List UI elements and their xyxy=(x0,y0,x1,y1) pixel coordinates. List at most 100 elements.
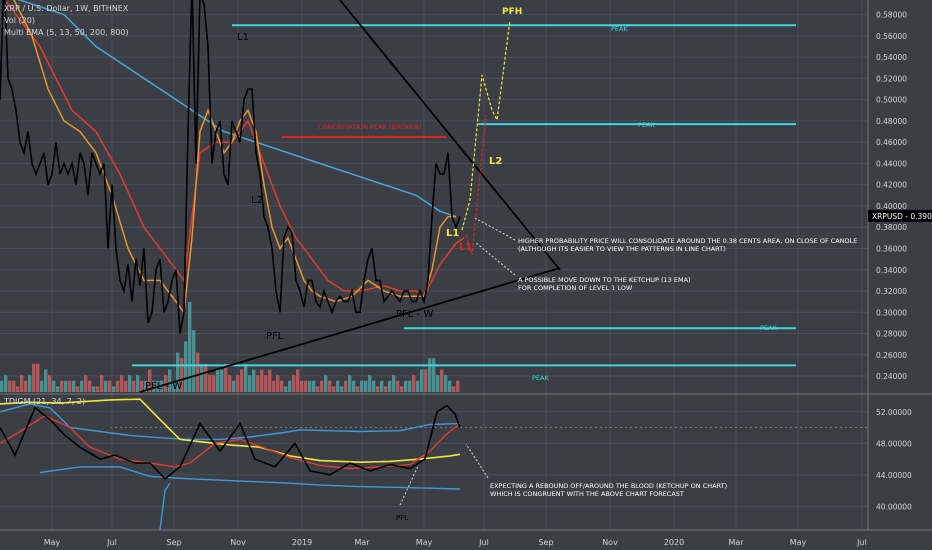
volume-bar xyxy=(416,380,420,392)
volume-bars xyxy=(0,302,460,392)
y-tick-label: 0.26000 xyxy=(876,351,907,360)
volume-bar xyxy=(16,386,20,392)
peak-levels xyxy=(132,24,796,367)
volume-bar xyxy=(88,380,92,392)
volume-bar xyxy=(192,330,196,392)
volume-bar xyxy=(212,375,216,392)
y-tick-label: 0.58000 xyxy=(876,11,907,20)
peak-label: PEAK xyxy=(638,121,655,129)
volume-bar xyxy=(44,369,48,392)
volume-bar xyxy=(336,380,340,392)
volume-bar xyxy=(352,380,356,392)
volume-bar xyxy=(348,375,352,392)
volume-bar xyxy=(4,375,8,392)
volume-bar xyxy=(36,363,40,392)
y-tick-label: 0.42000 xyxy=(876,181,907,190)
volume-bar xyxy=(296,369,300,392)
x-tick-label: May xyxy=(44,538,61,547)
peak-label: PEAK xyxy=(760,324,777,332)
x-tick-label: Mar xyxy=(354,538,370,547)
x-tick-label: Sep xyxy=(166,538,181,547)
volume-bar xyxy=(96,386,100,392)
volume-bar xyxy=(304,380,308,392)
volume-bar xyxy=(56,386,60,392)
volume-bar xyxy=(388,380,392,392)
projection-yellow xyxy=(461,19,511,231)
volume-bar xyxy=(384,386,388,392)
volume-bar xyxy=(144,380,148,392)
tdi-lower-band xyxy=(39,466,461,490)
volume-bar xyxy=(80,380,84,392)
y-tick-label: 0.24000 xyxy=(876,372,907,381)
volume-bar xyxy=(268,369,272,392)
y-tick-label: 0.28000 xyxy=(876,330,907,339)
volume-bar xyxy=(172,380,176,392)
volume-bar xyxy=(224,363,228,392)
ascending-trendline xyxy=(139,267,561,393)
volume-bar xyxy=(408,380,412,392)
volume-bar xyxy=(136,375,140,392)
peak-label: PEAK xyxy=(532,374,549,382)
x-tick-label: Jul xyxy=(106,538,117,547)
x-tick-label: 2020 xyxy=(664,538,684,547)
volume-bar xyxy=(444,375,448,392)
descending-trendline xyxy=(339,0,561,271)
volume-bar xyxy=(8,380,12,392)
volume-bar xyxy=(92,386,96,392)
tdi-rsi-line xyxy=(0,404,461,480)
last-price-tag-text: XRPUSD - 0.39066 xyxy=(872,212,932,221)
volume-bar xyxy=(152,380,156,392)
volume-bar xyxy=(332,386,336,392)
volume-bar xyxy=(64,380,68,392)
volume-bar xyxy=(148,369,152,392)
volume-bar xyxy=(60,380,64,392)
tdi-indicator-panel xyxy=(0,398,868,531)
note-pointer xyxy=(465,443,489,479)
x-tick-label: Jul xyxy=(856,538,867,547)
l2-yellow-label: L2 xyxy=(489,156,502,167)
volume-bar xyxy=(200,363,204,392)
volume-bar xyxy=(440,369,444,392)
volume-bar xyxy=(208,375,212,392)
y-tick-label: 0.34000 xyxy=(876,266,907,275)
y-tick-label: 0.48000 xyxy=(876,117,907,126)
volume-bar xyxy=(24,380,28,392)
note-consolidate-line2: (ALTHOUGH ITS EASIER TO VIEW THE PATTERN… xyxy=(518,245,726,253)
x-tick-label: Nov xyxy=(230,538,246,547)
ema-indicator-label: Multi EMA (5, 13, 50, 200, 800) xyxy=(4,28,129,37)
pfl-w-label: PFL - W xyxy=(145,381,182,392)
volume-bar xyxy=(120,375,124,392)
y-tick-label: 48.00000 xyxy=(876,439,912,448)
volume-bar xyxy=(232,380,236,392)
volume-bar xyxy=(364,380,368,392)
volume-bar xyxy=(204,363,208,392)
volume-bar xyxy=(180,358,184,392)
volume-bar xyxy=(428,358,432,392)
volume-bar xyxy=(256,375,260,392)
note-pointer xyxy=(474,241,516,276)
price-line xyxy=(0,0,461,334)
volume-bar xyxy=(276,375,280,392)
volume-bar xyxy=(372,380,376,392)
volume-bar xyxy=(456,380,460,392)
volume-bar xyxy=(452,386,456,392)
confirmation-label: CONFIRMATION PEAK (BROKEN) xyxy=(318,123,421,131)
volume-bar xyxy=(436,375,440,392)
note-ketchup-line2: FOR COMPLETION OF LEVEL 1 LOW xyxy=(518,284,633,292)
l1-yellow-label: L1 xyxy=(446,228,459,239)
volume-bar xyxy=(196,352,200,392)
note-pointer xyxy=(399,465,419,506)
volume-bar xyxy=(184,341,188,392)
y-tick-label: 0.40000 xyxy=(876,202,907,211)
volume-bar xyxy=(424,369,428,392)
y-tick-label: 40.00000 xyxy=(876,502,912,511)
y-tick-label: 0.30000 xyxy=(876,308,907,317)
peak-label: PEAK xyxy=(611,25,628,33)
volume-bar xyxy=(360,380,364,392)
volume-bar xyxy=(244,363,248,392)
volume-bar xyxy=(356,386,360,392)
volume-bar xyxy=(116,380,120,392)
volume-bar xyxy=(312,380,316,392)
